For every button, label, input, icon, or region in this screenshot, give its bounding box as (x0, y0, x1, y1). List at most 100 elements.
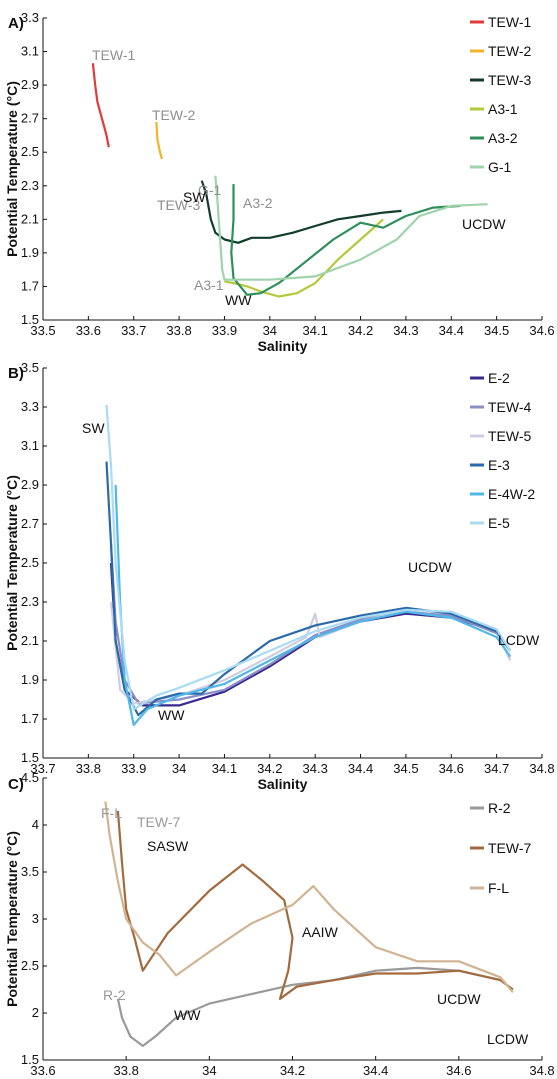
y-tick-label: 1.7 (21, 278, 39, 293)
x-tick-label: 33.6 (30, 1063, 55, 1078)
water-mass-annotation: UCDW (462, 216, 506, 232)
x-tick-label: 34.2 (348, 323, 373, 338)
legend-label: TEW-7 (488, 840, 532, 856)
y-tick-label: 2.9 (21, 477, 39, 492)
y-tick-label: 2.3 (21, 178, 39, 193)
water-mass-annotation: WW (174, 1007, 201, 1023)
y-axis-label: Potential Temperature (°C) (4, 475, 20, 651)
x-tick-label: 34.3 (303, 761, 328, 776)
water-mass-annotation: TEW-3 (157, 197, 201, 213)
water-mass-annotation: A3-2 (243, 195, 273, 211)
x-tick-label: 34.1 (212, 761, 237, 776)
x-tick-label: 33.5 (30, 323, 55, 338)
water-mass-annotation: UCDW (408, 559, 452, 575)
series-line-e-4w-2 (114, 484, 512, 726)
x-axis-label: Salinity (258, 776, 308, 792)
x-tick-label: 33.6 (76, 323, 101, 338)
series-line-f-l (104, 801, 514, 994)
series-line-tew-2 (155, 121, 163, 160)
y-tick-label: 3.1 (21, 438, 39, 453)
series-line-a3-2 (230, 184, 461, 296)
panel-label: A) (8, 15, 24, 32)
legend-label: TEW-2 (488, 43, 532, 59)
series-line-r-2 (116, 966, 514, 1047)
legend-label: TEW-5 (488, 428, 532, 444)
panel-label: C) (8, 776, 24, 793)
water-mass-annotation: LCDW (487, 1031, 529, 1047)
legend-label: E-3 (488, 457, 510, 473)
water-mass-annotation: SASW (147, 838, 189, 854)
water-mass-annotation: UCDW (437, 991, 481, 1007)
y-tick-label: 2.9 (21, 77, 39, 92)
panel-label: B) (8, 365, 24, 382)
water-mass-annotation: R-2 (103, 987, 126, 1003)
legend-label: A3-1 (488, 101, 518, 117)
legend-label: A3-2 (488, 130, 518, 146)
water-mass-annotation: SW (82, 420, 105, 436)
y-tick-label: 2.3 (21, 594, 39, 609)
series-line-e-3 (105, 461, 512, 717)
x-tick-label: 34 (202, 1063, 216, 1078)
series-line-tew-7 (116, 810, 514, 1000)
x-tick-label: 34.8 (529, 761, 554, 776)
water-mass-annotation: SW (183, 189, 206, 205)
x-tick-label: 34.2 (257, 761, 282, 776)
x-tick-label: 34.7 (484, 761, 509, 776)
series-line-tew-1 (91, 63, 110, 148)
chart-panel-1: A) 33.5 33.6 33.7 33.8 33.9 34 34.1 34.2 34.3 34.4… (4, 10, 555, 354)
x-tick-label: 33.7 (30, 761, 55, 776)
series-line-tew-3 (200, 180, 402, 244)
x-tick-label: 34.4 (439, 323, 464, 338)
x-tick-label: 34 (172, 761, 186, 776)
water-mass-annotation: F-L (101, 805, 122, 821)
y-tick-label: 3.5 (21, 864, 39, 879)
x-tick-label: 34.6 (529, 323, 554, 338)
legend-label: E-4W-2 (488, 486, 535, 502)
y-tick-label: 3 (32, 911, 39, 926)
x-tick-label: 34.8 (529, 1063, 554, 1078)
water-mass-annotation: TEW-1 (92, 47, 136, 63)
y-tick-label: 4.5 (21, 770, 39, 785)
y-tick-label: 1.5 (21, 312, 39, 327)
x-tick-label: 33.8 (76, 761, 101, 776)
y-tick-label: 2.5 (21, 958, 39, 973)
x-tick-label: 34.2 (280, 1063, 305, 1078)
y-tick-label: 2.5 (21, 144, 39, 159)
x-tick-label: 34.4 (363, 1063, 388, 1078)
legend-label: TEW-4 (488, 399, 532, 415)
y-tick-label: 1.7 (21, 711, 39, 726)
water-mass-annotation: TEW-7 (137, 814, 181, 830)
legend-label: E-2 (488, 370, 510, 386)
water-mass-annotation: A3-1 (194, 277, 224, 293)
x-tick-label: 33.8 (166, 323, 191, 338)
y-tick-label: 3.3 (21, 399, 39, 414)
x-tick-label: 33.8 (114, 1063, 139, 1078)
y-tick-label: 1.5 (21, 1052, 39, 1067)
x-tick-label: 34.5 (484, 323, 509, 338)
water-mass-annotation: G-1 (198, 182, 222, 198)
y-axis-label: Potential Temperature (°C) (4, 81, 20, 257)
x-tick-label: 34.5 (393, 761, 418, 776)
y-tick-label: 1.5 (21, 750, 39, 765)
legend-label: E-5 (488, 515, 510, 531)
y-tick-label: 2.7 (21, 111, 39, 126)
x-tick-label: 34.6 (446, 1063, 471, 1078)
legend-label: R-2 (488, 800, 511, 816)
series-line-a3-1 (224, 218, 384, 298)
legend-label: TEW-3 (488, 72, 532, 88)
x-tick-label: 33.9 (212, 323, 237, 338)
legend-label: G-1 (488, 159, 512, 175)
legend-label: TEW-1 (488, 14, 532, 30)
x-tick-label: 34.1 (303, 323, 328, 338)
x-tick-label: 34.6 (439, 761, 464, 776)
water-mass-annotation: TEW-2 (152, 107, 196, 123)
y-tick-label: 2.5 (21, 555, 39, 570)
x-tick-label: 33.7 (121, 323, 146, 338)
y-tick-label: 3.5 (21, 360, 39, 375)
y-tick-label: 4 (32, 817, 39, 832)
x-axis-label: Salinity (258, 338, 308, 354)
x-tick-label: 34.3 (393, 323, 418, 338)
chart-panel-3: C) 33.6 33.8 34 34.2 34.4 34.6 34.8 1.5 2 2.5 3 3.5 4… (4, 770, 555, 1079)
chart-panel-2: B) 33.7 33.8 33.9 34 34.1 34.2 34.3 34.4 34.5 34.6… (4, 360, 555, 792)
